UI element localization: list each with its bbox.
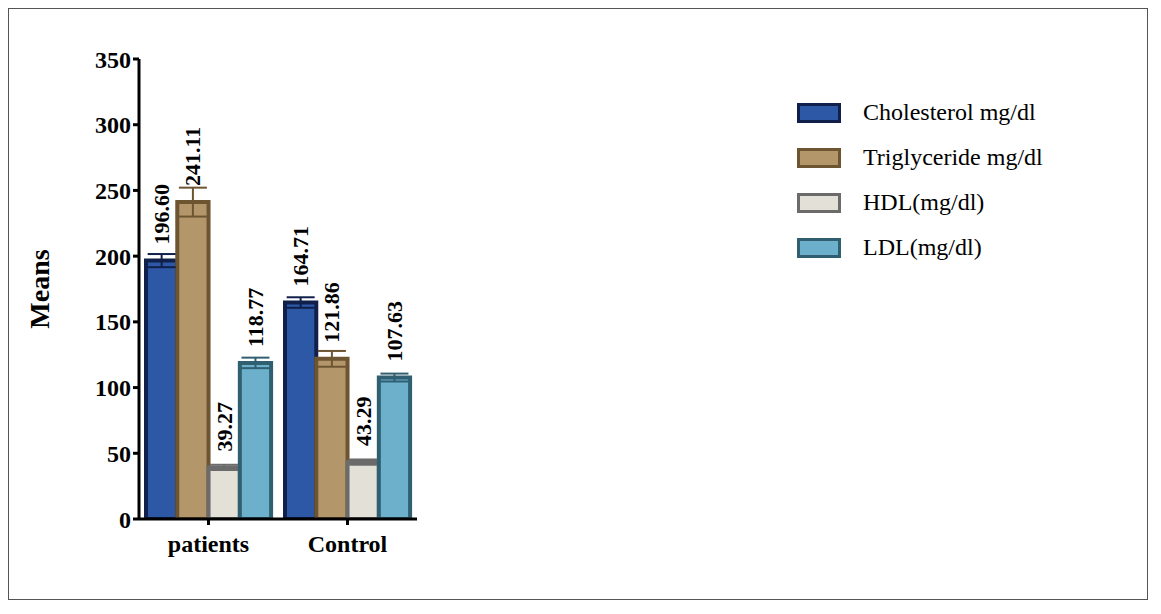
- svg-text:200: 200: [95, 244, 131, 270]
- svg-text:300: 300: [95, 112, 131, 138]
- svg-text:121.86: 121.86: [319, 282, 344, 343]
- html-text:Triglyceride mg/dl: Triglyceride mg/dl: [863, 144, 1043, 170]
- svg-text:Control: Control: [308, 531, 388, 557]
- html-text:HDL(mg/dl): HDL(mg/dl): [863, 189, 985, 215]
- svg-text:350: 350: [95, 47, 131, 73]
- svg-text:118.77: 118.77: [243, 288, 268, 347]
- svg-text:250: 250: [95, 178, 131, 204]
- html-text:LDL(mg/dl): LDL(mg/dl): [863, 234, 982, 260]
- svg-text:43.29: 43.29: [351, 397, 376, 447]
- svg-text:107.63: 107.63: [382, 301, 407, 362]
- svg-text:241.11: 241.11: [180, 127, 205, 186]
- svg-text:50: 50: [107, 441, 131, 467]
- html-text:Cholesterol mg/dl: Cholesterol mg/dl: [863, 99, 1036, 125]
- svg-text:100: 100: [95, 375, 131, 401]
- svg-text:0: 0: [119, 507, 131, 533]
- svg-text:150: 150: [95, 309, 131, 335]
- svg-text:Means: Means: [24, 249, 55, 328]
- svg-text:196.60: 196.60: [149, 184, 174, 245]
- svg-text:patients: patients: [168, 531, 249, 557]
- svg-text:164.71: 164.71: [288, 226, 313, 287]
- svg-text:39.27: 39.27: [212, 402, 237, 452]
